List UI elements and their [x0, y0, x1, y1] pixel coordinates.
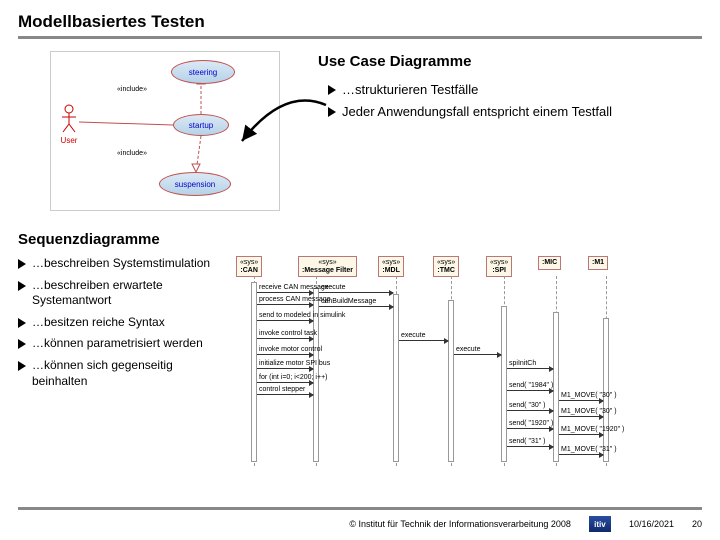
- message-arrow: [507, 390, 553, 391]
- footer: © Institut für Technik der Informationsv…: [0, 514, 720, 534]
- message-label: send( "30" ): [509, 402, 546, 409]
- sequence-section: Sequenzdiagramme …beschreiben Systemstim…: [18, 231, 702, 466]
- message-arrow: [559, 400, 603, 401]
- message-label: M1_MOVE( "1920" ): [561, 426, 624, 433]
- lifeline-head: «sys»:CAN: [236, 256, 262, 277]
- title-rule: [18, 36, 702, 39]
- message-label: invoke motor control: [259, 346, 322, 353]
- message-arrow: [257, 338, 313, 339]
- message-arrow: [257, 292, 313, 293]
- activation-bar: [251, 282, 257, 462]
- message-label: send to modeled in simulink: [259, 312, 345, 319]
- sequence-body: …beschreiben Systemstimulation …beschrei…: [18, 256, 702, 466]
- message-arrow: [257, 368, 313, 369]
- message-label: receive CAN message: [259, 284, 329, 291]
- lifeline-head: «sys»:SPI: [486, 256, 512, 277]
- message-label: invoke control task: [259, 330, 317, 337]
- footer-page: 20: [692, 519, 702, 529]
- message-label: for (int i=0; i<200; i++): [259, 374, 327, 381]
- message-label: M1_MOVE( "30" ): [561, 408, 617, 415]
- activation-bar: [393, 294, 399, 462]
- message-arrow: [399, 340, 448, 341]
- message-arrow: [257, 394, 313, 395]
- message-label: M1_MOVE( "31" ): [561, 446, 617, 453]
- usecase-ellipse: startup: [173, 114, 229, 136]
- message-arrow: [319, 292, 393, 293]
- message-arrow: [559, 434, 603, 435]
- pointer-arrow-icon: [234, 77, 332, 157]
- message-label: send( "1984" ): [509, 382, 553, 389]
- bullet-item: …können sich gegenseitig beinhalten: [18, 358, 228, 389]
- footer-logo: itiv: [589, 516, 611, 532]
- bullet-item: …strukturieren Testfälle: [328, 81, 612, 99]
- bullet-item: Jeder Anwendungsfall entspricht einem Te…: [328, 103, 612, 121]
- message-label: process CAN message: [259, 296, 331, 303]
- activation-bar: [603, 318, 609, 462]
- message-arrow: [257, 382, 313, 383]
- lifeline-head: «sys»:Message Filter: [298, 256, 357, 277]
- message-label: execute: [401, 332, 426, 339]
- bullet-item: …besitzen reiche Syntax: [18, 315, 228, 331]
- message-arrow: [257, 320, 313, 321]
- actor-label: User: [57, 136, 81, 145]
- sequence-heading: Sequenzdiagramme: [18, 231, 702, 248]
- lifeline-head: :MIC: [538, 256, 561, 270]
- activation-bar: [501, 306, 507, 462]
- bullet-item: …können parametrisiert werden: [18, 336, 228, 352]
- message-label: execute: [456, 346, 481, 353]
- bullet-item: …beschreiben erwartete Systemantwort: [18, 278, 228, 309]
- slide-title: Modellbasiertes Testen: [18, 12, 702, 32]
- message-label: send( "31" ): [509, 438, 546, 445]
- message-arrow: [507, 446, 553, 447]
- slide: Modellbasiertes Testen Use Case Diagramm…: [0, 0, 720, 540]
- bullet-item: …beschreiben Systemstimulation: [18, 256, 228, 272]
- lifeline-head: :M1: [588, 256, 608, 270]
- sequence-diagram: «sys»:CAN «sys»:Message Filter «sys»:MDL «s…: [228, 256, 702, 466]
- message-label: execute: [321, 284, 346, 291]
- actor: User: [57, 104, 81, 145]
- activation-bar: [448, 300, 454, 462]
- usecase-section: Use Case Diagramme …strukturieren Testfä…: [18, 47, 702, 227]
- usecase-bullets: …strukturieren Testfälle Jeder Anwendung…: [328, 81, 612, 124]
- message-arrow: [319, 306, 393, 307]
- message-arrow: [257, 354, 313, 355]
- message-label: initialize motor SPI bus: [259, 360, 330, 367]
- message-label: spiInitCh: [509, 360, 536, 367]
- footer-copyright: © Institut für Technik der Informationsv…: [349, 519, 571, 529]
- usecase-ellipse: steering: [171, 60, 235, 84]
- footer-rule: [18, 507, 702, 510]
- usecase-ellipse: suspension: [159, 172, 231, 196]
- include-label: «include»: [117, 150, 147, 157]
- message-arrow: [507, 410, 553, 411]
- usecase-heading: Use Case Diagramme: [318, 53, 471, 70]
- message-arrow: [507, 368, 553, 369]
- message-arrow: [559, 416, 603, 417]
- message-arrow: [507, 428, 553, 429]
- include-label: «include»: [117, 86, 147, 93]
- lifeline-head: «sys»:TMC: [433, 256, 459, 277]
- lifeline-head: «sys»:MDL: [378, 256, 404, 277]
- footer-date: 10/16/2021: [629, 519, 674, 529]
- actor-icon: [60, 104, 78, 134]
- message-label: control stepper: [259, 386, 305, 393]
- message-arrow: [559, 454, 603, 455]
- message-arrow: [454, 354, 501, 355]
- sequence-bullets: …beschreiben Systemstimulation …beschrei…: [18, 256, 228, 466]
- message-label: M1_MOVE( "30" ): [561, 392, 617, 399]
- message-label: send( "1920" ): [509, 420, 553, 427]
- activation-bar: [553, 312, 559, 462]
- message-label: canBuildMessage: [321, 298, 376, 305]
- message-arrow: [257, 304, 313, 305]
